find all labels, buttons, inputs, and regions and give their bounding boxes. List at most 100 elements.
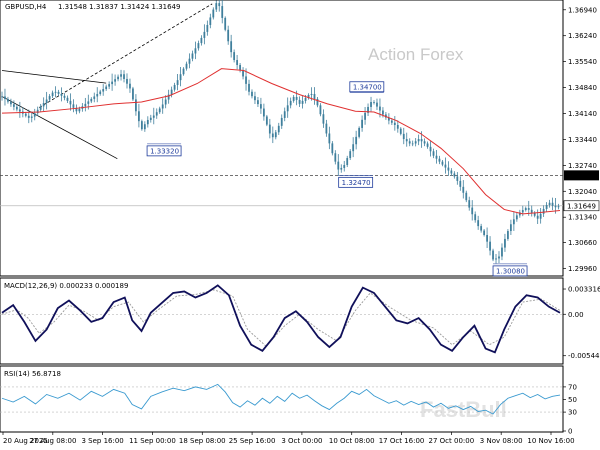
candle-body (155, 112, 158, 116)
candle-body (188, 58, 191, 64)
macd-panel-frame (0, 277, 564, 365)
candle-body (212, 9, 215, 18)
candle-body (197, 43, 200, 49)
price-tick-label: 1.32740 (568, 162, 597, 170)
candle-body (405, 139, 408, 142)
candle-body (167, 94, 170, 100)
price-tick-label: 1.31340 (568, 214, 597, 222)
candle-body (268, 124, 271, 134)
rsi-tick-label: 70 (568, 383, 577, 391)
candle-body (161, 104, 164, 109)
candle-body (254, 96, 256, 101)
price-tick-label: 1.30660 (568, 239, 597, 247)
candle-body (245, 76, 247, 84)
x-tick-label: 27 Aug 08:00 (29, 437, 76, 445)
annotation-label: 1.32470 (342, 179, 371, 187)
candle-body (164, 99, 167, 105)
candle-body (432, 151, 435, 156)
candle-body (524, 208, 527, 211)
macd-tick-label: 0.00 (568, 311, 584, 319)
candle-body (453, 173, 456, 177)
candle-body (120, 74, 122, 77)
candle-body (283, 111, 286, 118)
candle-body (316, 98, 319, 106)
price-tick-label: 1.32040 (568, 188, 597, 196)
annotation-label: 1.30080 (496, 267, 525, 275)
price-tick-label: 1.36940 (568, 6, 597, 14)
candle-body (206, 24, 209, 32)
candle-body (382, 110, 384, 115)
candle-body (33, 113, 36, 117)
candle-body (191, 53, 194, 59)
macd-main-line (1, 284, 561, 354)
candle-body (137, 111, 140, 122)
price-marker-label: 1.31649 (567, 202, 596, 210)
candle-body (515, 215, 518, 220)
candle-body (108, 84, 111, 87)
candle-body (358, 127, 361, 137)
candle-body (1, 96, 3, 98)
candle-body (518, 212, 521, 216)
annotation-box (338, 176, 374, 188)
candle-body (441, 161, 444, 165)
candle-body (459, 180, 462, 187)
candle-body (310, 93, 313, 95)
candle-body (99, 91, 102, 94)
candle-body (471, 207, 474, 215)
x-tick-label: 11 Sep 00:00 (129, 437, 176, 445)
candle-body (230, 41, 233, 53)
candle-body (304, 97, 307, 101)
candle-body (51, 92, 54, 97)
candle-body (135, 99, 137, 112)
candle-body (557, 206, 560, 208)
trendline-1 (1, 96, 118, 160)
candle-body (456, 176, 459, 181)
candle-body (274, 132, 277, 138)
candle-body (102, 89, 105, 92)
price-tick-label: 1.36240 (568, 32, 597, 40)
candle-body (438, 158, 441, 162)
price-marker-box (564, 170, 599, 181)
candle-body (280, 117, 283, 126)
candle-body (495, 258, 497, 260)
x-tick-label: 27 Oct 00:00 (429, 437, 475, 445)
x-tick-label: 20 Aug 2025 (3, 437, 48, 445)
candle-body (492, 250, 494, 260)
trendline-2 (38, 3, 213, 108)
candle-body (24, 113, 27, 116)
candle-body (13, 104, 15, 107)
candle-body (72, 104, 75, 108)
candle-body (486, 234, 488, 242)
candle-body (129, 83, 131, 89)
candle-body (262, 108, 265, 117)
candle-body (260, 104, 262, 109)
candle-body (435, 155, 438, 159)
candle-body (194, 48, 197, 54)
candle-body (149, 117, 152, 120)
candle-body (444, 164, 447, 168)
candle-body (429, 146, 432, 152)
candle-body (301, 100, 304, 104)
candle-body (277, 125, 280, 133)
candle-body (447, 167, 450, 171)
macd-tick-label: 0.003316 (568, 286, 600, 294)
candle-body (39, 106, 42, 110)
candle-body (224, 17, 227, 30)
candle-body (132, 88, 134, 100)
candle-body (292, 96, 295, 101)
candle-body (548, 202, 551, 205)
candle-body (10, 101, 12, 105)
candle-body (319, 105, 322, 115)
candle-body (54, 91, 57, 93)
candle-body (483, 230, 486, 235)
candle-body (545, 204, 548, 209)
candle-body (36, 109, 39, 114)
candle-body (185, 63, 188, 69)
candle-body (328, 133, 331, 144)
candle-body (45, 99, 48, 104)
rsi-title: RSI(14) 56.8718 (4, 370, 61, 378)
macd-tick-label: -0.005445 (568, 352, 600, 360)
candle-body (123, 74, 125, 79)
candle-body (87, 101, 90, 104)
candle-body (75, 107, 78, 112)
